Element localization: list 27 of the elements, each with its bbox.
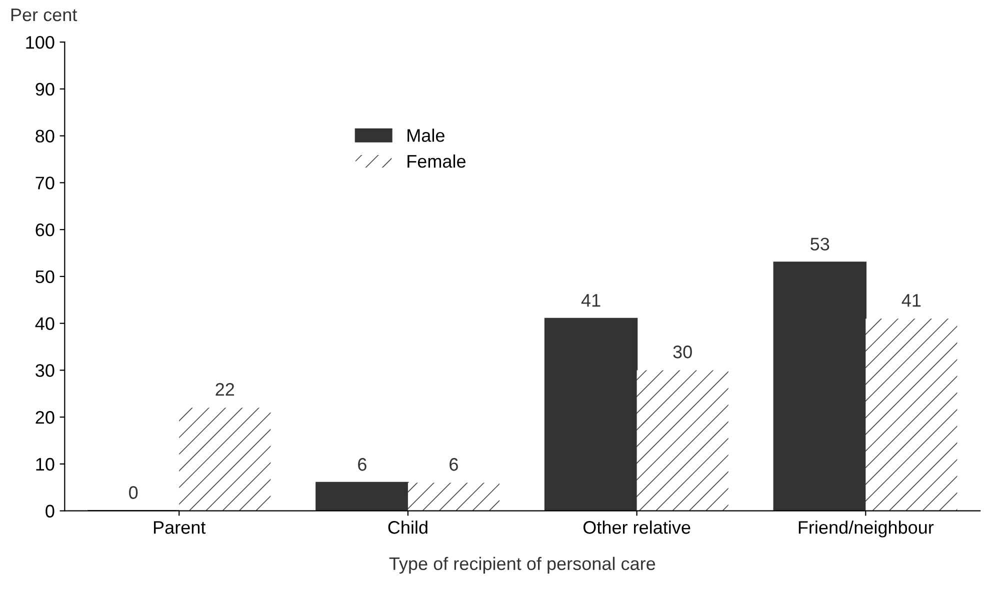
data-label: 41	[902, 294, 921, 307]
y-tick-label: 60	[36, 224, 54, 236]
y-axis-title: Per cent	[11, 8, 78, 22]
x-tick-label: Parent	[154, 521, 206, 534]
data-label: 0	[129, 486, 138, 499]
data-label: 41	[581, 294, 600, 307]
y-tick-label: 30	[36, 364, 54, 377]
x-tick-label: Other relative	[583, 520, 690, 534]
data-label: 53	[810, 238, 830, 250]
x-tick-label: Friend/neighbour	[798, 520, 934, 538]
y-tick-label: 20	[36, 411, 54, 424]
data-label: 6	[450, 458, 458, 471]
data-label: 22	[216, 383, 234, 396]
data-label: 30	[673, 346, 692, 358]
y-tick-label: 10	[36, 458, 54, 471]
data-label: 6	[358, 458, 366, 471]
y-tick-label: 70	[36, 176, 54, 190]
y-tick-label: 100	[26, 36, 54, 49]
y-tick-label: 0	[46, 504, 54, 518]
y-tick-label: 50	[36, 270, 54, 284]
y-tick-label: 40	[35, 317, 54, 330]
y-tick-label: 90	[36, 82, 54, 96]
x-tick-label: Child	[388, 520, 428, 534]
legend-label: Male	[408, 128, 444, 142]
legend-label: Female	[408, 154, 466, 168]
y-tick-label: 80	[36, 130, 54, 143]
x-axis-title: Type of recipient of personal care	[389, 556, 656, 574]
